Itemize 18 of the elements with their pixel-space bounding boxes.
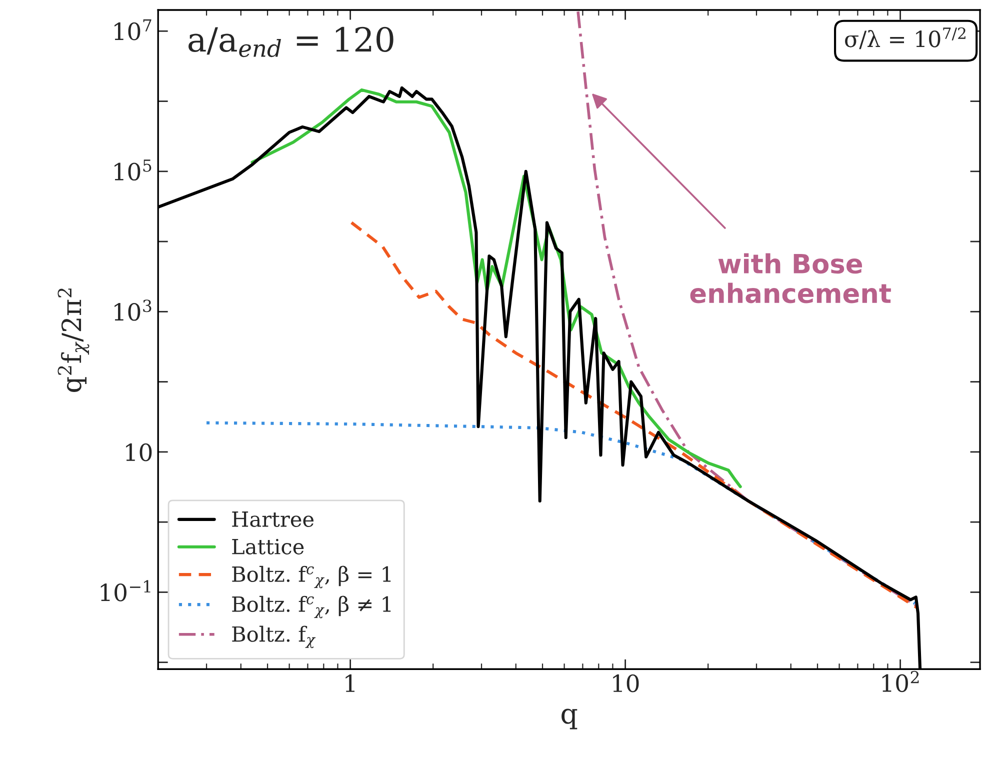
x-tick-label: 1 [346,674,354,692]
legend-label: Boltz. f$^{c}$$_{χ}$, β = 1 [232,566,391,588]
y-tick-label: 10$^{7}$ [114,19,152,40]
y-tick-label: 10$^{−1}$ [100,580,150,602]
legend-label: Boltz. f$^{c}$$_{χ}$, β ≠ 1 [232,596,391,618]
legend-label: Boltz. f$_{χ}$ [232,626,316,648]
x-tick-label: 10 [613,674,639,692]
x-axis-title: q [562,708,578,730]
annotation: a/a$_{end}$ = 120 [188,26,394,58]
annotation: with Bose enhancement [690,253,891,304]
y-axis-title: q$^{2}$f$_{χ}$/2π$^{2}$ [58,288,90,392]
y-tick-label: 10 [126,443,152,462]
legend-label: Lattice [232,538,304,554]
y-tick-label: 10$^{5}$ [114,160,152,181]
x-tick-label: 10$^{2}$ [882,670,919,692]
annotation: σ/λ = 10$^{7/2}$ [845,27,966,50]
y-tick-label: 10$^{3}$ [114,300,152,321]
legend-label: Hartree [232,512,314,528]
